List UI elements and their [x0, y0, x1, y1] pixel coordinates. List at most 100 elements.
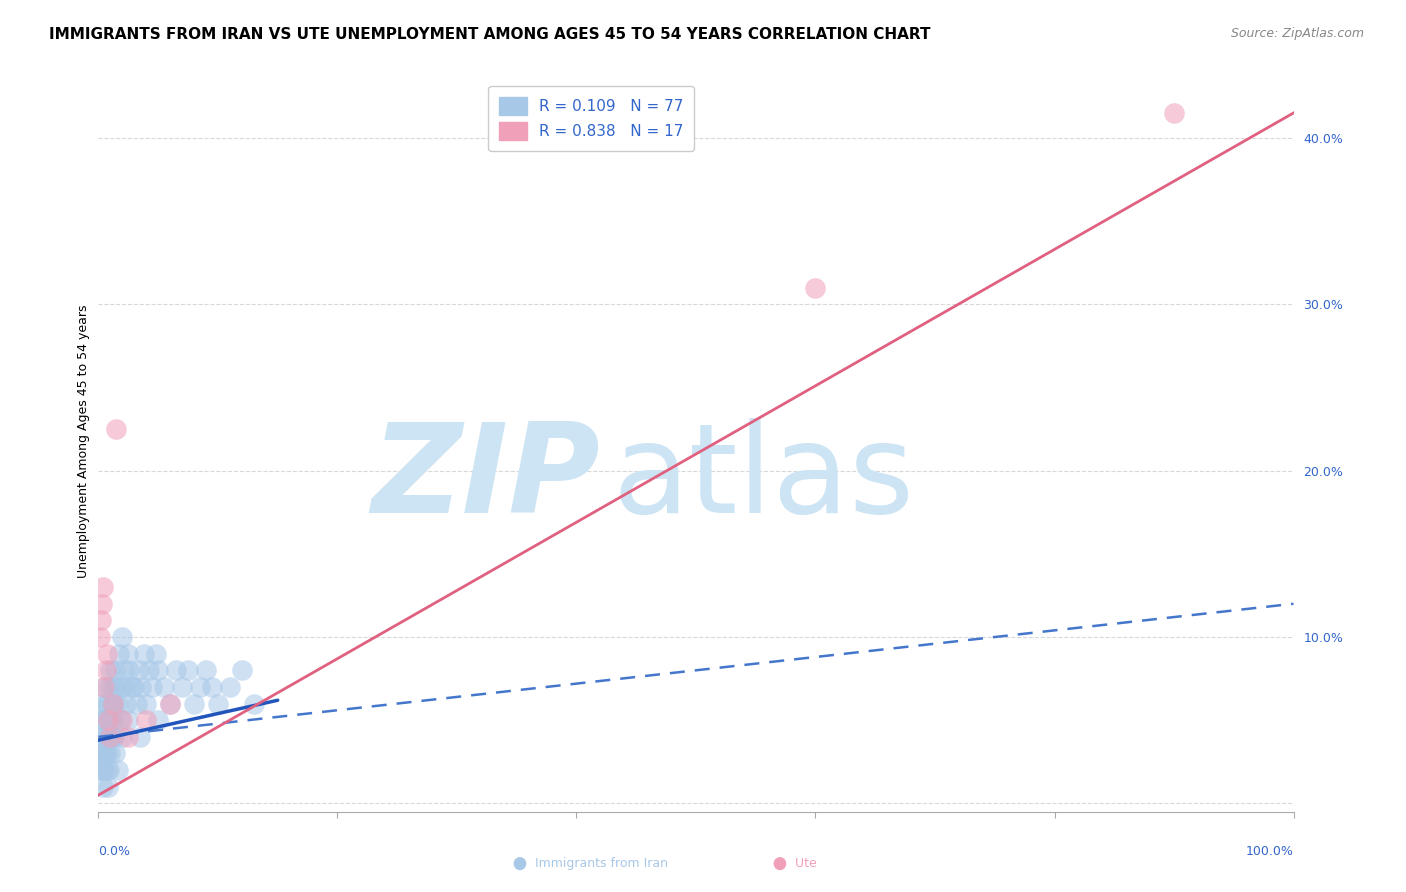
Text: ZIP: ZIP [371, 418, 600, 539]
Point [98, 730, 122, 744]
Point [159, 697, 181, 711]
Point [110, 680, 132, 694]
Point [89, 747, 111, 761]
Point [165, 663, 187, 677]
Point [91, 730, 114, 744]
Point [90, 730, 112, 744]
Point [103, 697, 125, 711]
Point [131, 680, 153, 694]
Point [111, 730, 134, 744]
Point [98, 663, 122, 677]
Point [89, 630, 111, 644]
Point [129, 730, 152, 744]
Y-axis label: Unemployment Among Ages 45 to 54 years: Unemployment Among Ages 45 to 54 years [77, 305, 90, 578]
Point [108, 713, 131, 727]
Point [94, 747, 117, 761]
Point [93, 713, 115, 727]
Point [96, 647, 118, 661]
Point [103, 730, 125, 744]
Point [93, 747, 115, 761]
Point [91, 763, 114, 777]
Point [93, 680, 115, 694]
Text: ⬤  Immigrants from Iran: ⬤ Immigrants from Iran [513, 856, 668, 870]
Point [132, 647, 155, 661]
Point [101, 697, 124, 711]
Text: IMMIGRANTS FROM IRAN VS UTE UNEMPLOYMENT AMONG AGES 45 TO 54 YEARS CORRELATION C: IMMIGRANTS FROM IRAN VS UTE UNEMPLOYMENT… [49, 27, 931, 42]
Point [804, 280, 827, 294]
Point [172, 680, 194, 694]
Point [183, 697, 205, 711]
Point [105, 680, 128, 694]
Point [94, 730, 117, 744]
Point [117, 730, 139, 744]
Point [96, 747, 118, 761]
Point [125, 697, 148, 711]
Point [93, 763, 115, 777]
Point [98, 713, 121, 727]
Point [97, 713, 120, 727]
Point [188, 680, 211, 694]
Point [101, 730, 124, 744]
Point [148, 713, 170, 727]
Point [111, 713, 134, 727]
Point [97, 780, 120, 794]
Point [115, 697, 138, 711]
Point [90, 614, 112, 628]
Point [101, 713, 124, 727]
Point [135, 713, 157, 727]
Point [207, 697, 229, 711]
Point [91, 580, 114, 594]
Point [100, 697, 122, 711]
Point [97, 730, 120, 744]
Point [98, 747, 122, 761]
Point [107, 647, 129, 661]
Text: 0.0%: 0.0% [98, 845, 131, 858]
Point [98, 680, 121, 694]
Point [94, 663, 117, 677]
Point [97, 697, 120, 711]
Point [201, 680, 224, 694]
Point [177, 663, 200, 677]
Point [138, 663, 160, 677]
Point [98, 713, 122, 727]
Point [121, 680, 143, 694]
Point [104, 747, 127, 761]
Point [141, 680, 163, 694]
Text: 100.0%: 100.0% [1246, 845, 1294, 858]
Point [101, 680, 124, 694]
Point [114, 680, 136, 694]
Point [91, 697, 114, 711]
Point [135, 697, 157, 711]
Point [128, 663, 150, 677]
Point [91, 713, 114, 727]
Point [111, 630, 134, 644]
Point [159, 697, 181, 711]
Point [93, 680, 115, 694]
Point [96, 763, 118, 777]
Point [1163, 106, 1185, 120]
Point [117, 713, 139, 727]
Point [98, 763, 121, 777]
Point [231, 663, 253, 677]
Point [91, 597, 114, 611]
Legend: R = 0.109   N = 77, R = 0.838   N = 17: R = 0.109 N = 77, R = 0.838 N = 17 [488, 87, 695, 151]
Point [107, 697, 129, 711]
Point [219, 680, 242, 694]
Point [195, 663, 218, 677]
Point [90, 763, 112, 777]
Point [145, 647, 167, 661]
Point [96, 713, 118, 727]
Text: ⬤  Ute: ⬤ Ute [772, 856, 817, 870]
Point [100, 730, 122, 744]
Point [112, 663, 135, 677]
Point [91, 747, 114, 761]
Text: atlas: atlas [613, 418, 914, 539]
Point [107, 763, 129, 777]
Point [105, 422, 128, 436]
Text: Source: ZipAtlas.com: Source: ZipAtlas.com [1230, 27, 1364, 40]
Point [153, 680, 176, 694]
Point [148, 663, 170, 677]
Point [104, 663, 127, 677]
Point [117, 647, 139, 661]
Point [124, 680, 146, 694]
